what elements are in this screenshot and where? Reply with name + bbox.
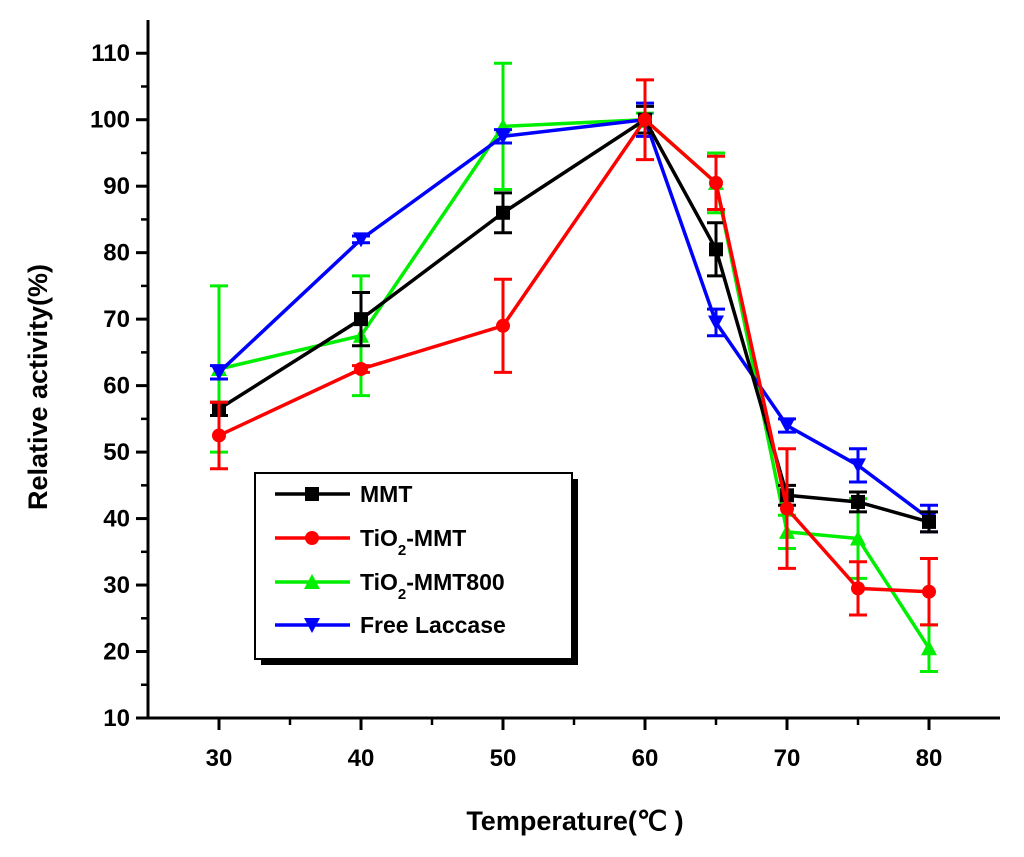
y-tick-label: 40 [103, 506, 130, 533]
data-point [709, 175, 723, 190]
series-line [217, 117, 931, 520]
y-tick-label: 20 [103, 639, 130, 666]
data-point [638, 112, 652, 127]
data-point [211, 365, 227, 381]
legend-label: TiO2-MMT800 [360, 569, 505, 603]
y-tick-label: 110 [91, 40, 130, 67]
axes: 10 20 30 40 50 60 70 80 90 100 110 30 40 50 60 70 80 [90, 20, 1000, 772]
data-point [354, 312, 368, 327]
y-tick-label: 10 [103, 705, 130, 732]
data-point [709, 242, 723, 257]
data-point [304, 618, 320, 633]
data-point [850, 530, 866, 546]
y-tick-label: 30 [103, 572, 130, 599]
legend-item: Free Laccase [275, 612, 506, 638]
x-tick-label: 40 [348, 745, 375, 772]
x-tick-label: 70 [774, 745, 801, 772]
series-free-laccase [210, 101, 938, 534]
data-point [922, 514, 936, 529]
data-point [779, 418, 795, 434]
legend-label: TiO2-MMT [360, 525, 466, 559]
legend-label: Free Laccase [360, 612, 506, 638]
data-point [305, 487, 319, 501]
series-tio2-mmt [210, 78, 938, 627]
x-tick-label: 50 [490, 745, 517, 772]
data-point [850, 458, 866, 474]
data-point [304, 574, 320, 589]
y-tick-label: 80 [103, 240, 130, 267]
series-line [218, 117, 930, 524]
data-point [780, 501, 794, 516]
legend-item: TiO2-MMT [275, 525, 466, 559]
legend-item: TiO2-MMT800 [275, 569, 505, 603]
x-tick-label: 60 [632, 745, 659, 772]
y-tick-label: 90 [103, 173, 130, 200]
data-point [212, 428, 226, 443]
series-line [218, 117, 930, 594]
legend-label: MMT [360, 481, 412, 507]
y-tick-label: 100 [90, 107, 130, 134]
x-tick-label: 30 [206, 745, 233, 772]
legend-item: MMT [275, 481, 412, 507]
series-mmt [210, 104, 938, 534]
data-point [851, 581, 865, 596]
data-point [921, 640, 937, 656]
data-point [495, 129, 511, 145]
data-point [353, 232, 369, 248]
data-point [496, 318, 510, 333]
data-point [496, 205, 510, 220]
data-point [305, 531, 319, 545]
legend: MMT TiO2-MMT TiO2-MMT800 Free Laccase [254, 472, 578, 665]
data-point [851, 494, 865, 509]
x-axis-title: Temperature(℃ ) [466, 806, 683, 836]
y-tick-label: 70 [103, 306, 130, 333]
y-tick-label: 50 [103, 439, 130, 466]
y-axis-title: Relative activity(%) [23, 264, 53, 510]
x-tick-label: 80 [916, 745, 943, 772]
data-point [708, 315, 724, 331]
legend-box [254, 472, 573, 660]
data-point [354, 362, 368, 376]
y-tick-label: 60 [103, 373, 130, 400]
series-layer [210, 61, 938, 673]
data-point [922, 584, 936, 599]
